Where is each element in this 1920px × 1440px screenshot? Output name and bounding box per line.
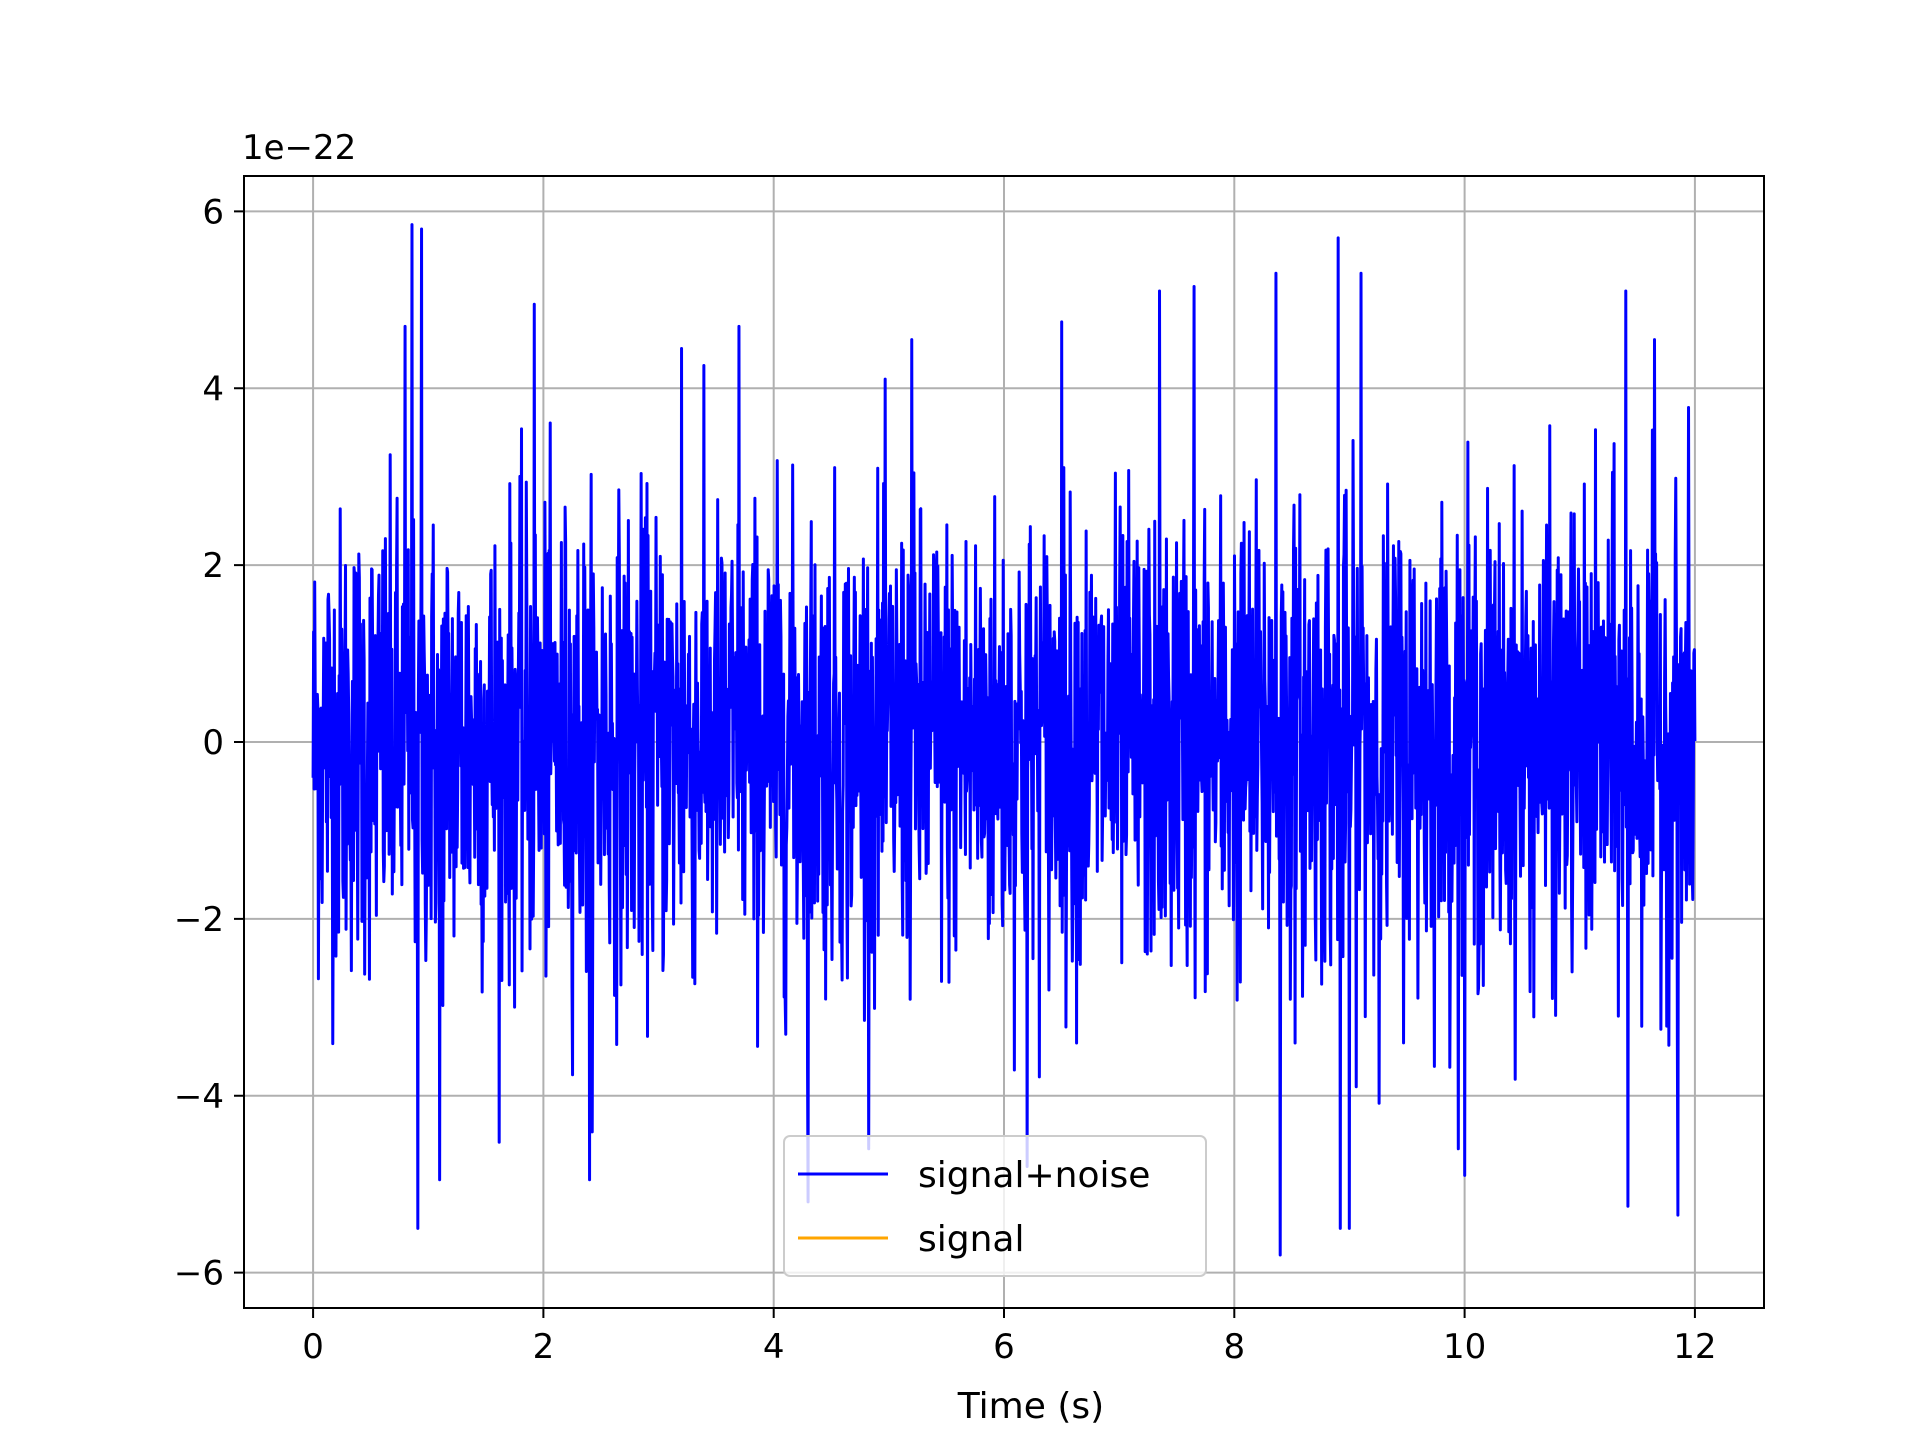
x-tick-label: 2 — [533, 1327, 555, 1367]
y-tick-label: 4 — [202, 369, 224, 409]
x-tick-label: 10 — [1443, 1327, 1486, 1367]
x-tick-label: 12 — [1673, 1327, 1716, 1367]
x-tick-label: 4 — [763, 1327, 785, 1367]
legend: signal+noise signal — [783, 1135, 1207, 1277]
legend-box — [783, 1135, 1207, 1277]
legend-label: signal — [918, 1219, 1025, 1260]
x-axis-label: Time (s) — [957, 1386, 1104, 1427]
y-tick-label: −4 — [174, 1077, 224, 1117]
y-tick-label: 0 — [202, 723, 224, 763]
y-tick-label: −6 — [174, 1254, 224, 1294]
x-axis-ticks: 0 2 4 6 8 10 12 — [302, 1308, 1717, 1367]
y-offset-label: 1e−22 — [242, 128, 356, 168]
series-line-signal-noise — [311, 223, 1697, 1257]
y-axis-ticks: −6 −4 −2 0 2 4 6 — [174, 192, 244, 1294]
x-tick-label: 6 — [993, 1327, 1015, 1367]
y-tick-label: 6 — [202, 192, 224, 232]
x-tick-label: 0 — [302, 1327, 324, 1367]
legend-label: signal+noise — [918, 1155, 1150, 1196]
plot-series — [311, 223, 1697, 1257]
y-tick-label: 2 — [202, 546, 224, 586]
y-tick-label: −2 — [174, 900, 224, 940]
x-tick-label: 8 — [1223, 1327, 1245, 1367]
